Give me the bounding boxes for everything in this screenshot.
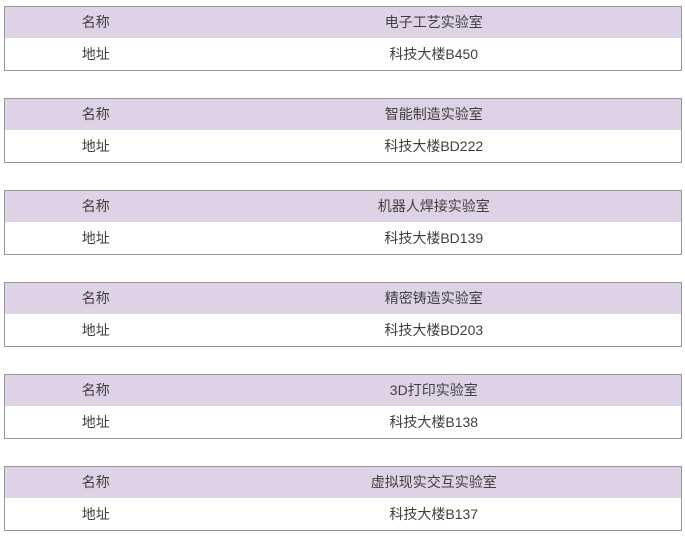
name-field-label: 名称 [81,106,110,123]
name-field-label: 名称 [81,198,110,215]
address-field-label: 地址 [81,45,110,62]
name-field-label: 名称 [81,14,110,31]
lab-name-value: 3D打印实验室 [389,382,478,399]
lab-name-value: 虚拟现实交互实验室 [370,474,497,491]
lab-card-1: 名称 电子工艺实验室 地址 科技大楼B450 [4,6,682,71]
lab-address-value: 科技大楼B450 [389,45,479,62]
lab-name-value: 机器人焊接实验室 [377,198,490,215]
lab-address-value: 科技大楼B137 [389,505,479,522]
name-field-label: 名称 [81,382,110,399]
lab-address-row: 地址 科技大楼B450 [4,37,682,71]
address-field-label: 地址 [81,229,110,246]
address-field-label: 地址 [81,505,110,522]
lab-card-3: 名称 机器人焊接实验室 地址 科技大楼BD139 [4,190,682,255]
lab-address-row: 地址 科技大楼BD139 [4,221,682,255]
lab-address-value: 科技大楼BD203 [384,321,484,338]
address-field-label: 地址 [81,413,110,430]
lab-name-row: 名称 电子工艺实验室 [4,6,682,38]
lab-name-value: 精密铸造实验室 [384,290,483,307]
lab-name-row: 名称 智能制造实验室 [4,98,682,130]
lab-card-5: 名称 3D打印实验室 地址 科技大楼B138 [4,374,682,439]
lab-address-value: 科技大楼BD222 [384,137,484,154]
lab-address-row: 地址 科技大楼BD222 [4,129,682,163]
lab-name-row: 名称 虚拟现实交互实验室 [4,466,682,498]
address-field-label: 地址 [81,321,110,338]
lab-name-value: 智能制造实验室 [384,106,483,123]
lab-name-row: 名称 精密铸造实验室 [4,282,682,314]
lab-card-4: 名称 精密铸造实验室 地址 科技大楼BD203 [4,282,682,347]
address-field-label: 地址 [81,137,110,154]
lab-address-row: 地址 科技大楼BD203 [4,313,682,347]
lab-card-6: 名称 虚拟现实交互实验室 地址 科技大楼B137 [4,466,682,531]
lab-card-2: 名称 智能制造实验室 地址 科技大楼BD222 [4,98,682,163]
lab-address-row: 地址 科技大楼B137 [4,497,682,531]
lab-address-row: 地址 科技大楼B138 [4,405,682,439]
name-field-label: 名称 [81,290,110,307]
lab-address-value: 科技大楼B138 [389,413,479,430]
lab-name-value: 电子工艺实验室 [384,14,483,31]
lab-name-row: 名称 3D打印实验室 [4,374,682,406]
lab-name-row: 名称 机器人焊接实验室 [4,190,682,222]
lab-address-value: 科技大楼BD139 [384,229,484,246]
name-field-label: 名称 [81,474,110,491]
